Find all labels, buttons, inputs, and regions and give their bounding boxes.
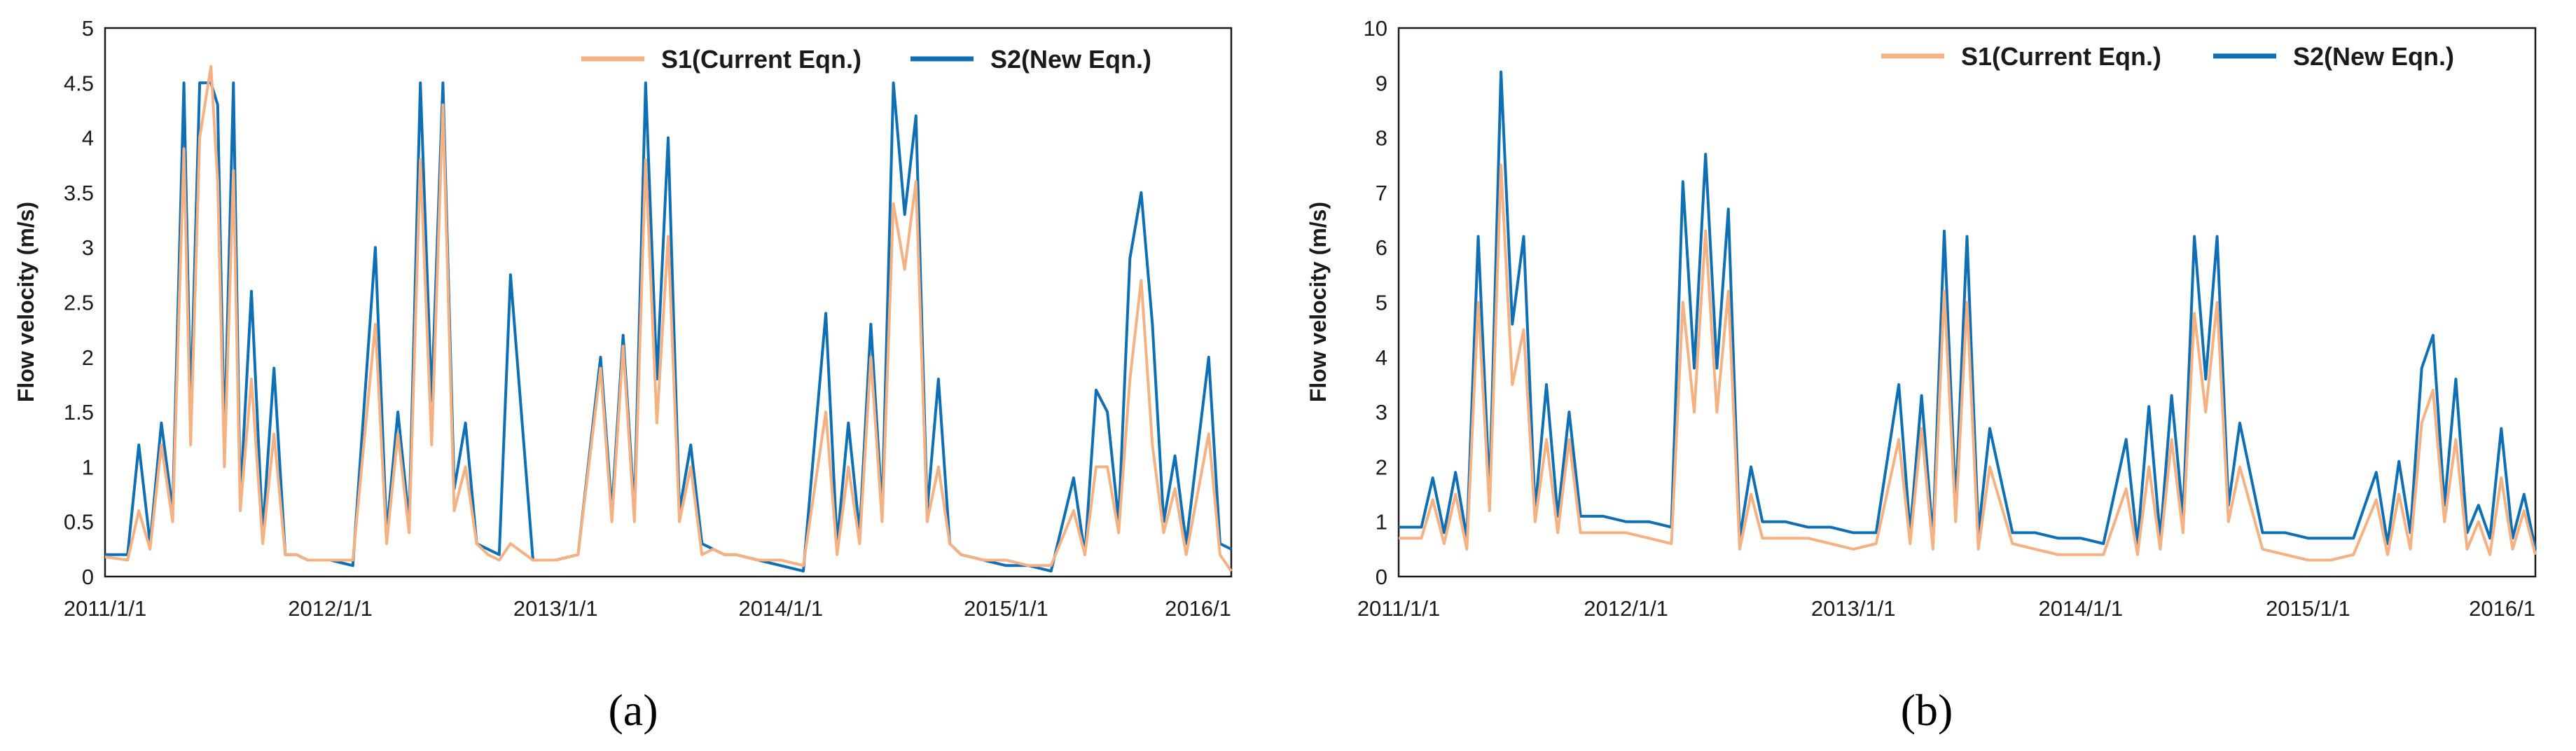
y-tick-label: 5: [1376, 291, 1387, 315]
y-tick-label: 1: [1376, 510, 1387, 535]
chart-a: 00.511.522.533.544.55 2011/1/1 2012/1/1 20…: [13, 16, 1233, 735]
y-tick-labels-b: 0 1 2 3 4 5 6 7 8 9 10: [1364, 16, 1387, 589]
y-tick-label: 5: [82, 16, 94, 41]
panel-label-b: (b): [1901, 685, 1953, 735]
s1-series-line: [1399, 163, 2537, 562]
plot-area-a: [104, 27, 1233, 578]
y-tick-label: 6: [1376, 235, 1387, 260]
y-axis-title-a: Flow velocity (m/s): [13, 202, 39, 402]
x-tick-label: 2016/1: [1165, 596, 1231, 621]
x-tick-label: 2015/1/1: [2266, 596, 2350, 621]
y-tick-label: 4: [82, 126, 94, 151]
legend-label-s2-a: S2(New Eqn.): [990, 45, 1151, 74]
legend-label-s2-b: S2(New Eqn.): [2293, 42, 2454, 71]
y-tick-label: 4: [1376, 345, 1387, 370]
y-tick-label: 7: [1376, 181, 1387, 205]
x-tick-label: 2011/1/1: [64, 596, 146, 621]
y-tick-label: 3: [82, 235, 94, 260]
y-axis-title-b: Flow velocity (m/s): [1306, 202, 1331, 402]
x-tick-labels-b: 2011/1/1 2012/1/1 2013/1/1 2014/1/1 2015/1/1…: [1357, 596, 2535, 621]
x-tick-label: 2011/1/1: [1357, 596, 1440, 621]
y-tick-label: 2.5: [64, 291, 94, 315]
x-tick-labels-a: 2011/1/1 2012/1/1 2013/1/1 2014/1/1 2015/1/1…: [64, 596, 1231, 621]
y-tick-labels-a: 0 0.5 1 1.5 2 2.5 3 3.5 4 4.5 5: [64, 16, 94, 589]
y-tick-label: 10: [1364, 16, 1387, 41]
x-tick-label: 2013/1/1: [513, 596, 598, 621]
s2-series-line: [105, 81, 1232, 573]
y-tick-label: 9: [1376, 71, 1387, 95]
y-tick-label: 1: [82, 455, 94, 479]
panel-label-a: (a): [608, 685, 658, 735]
y-tick-label: 8: [1376, 126, 1387, 151]
y-tick-label: 0.5: [64, 510, 94, 535]
y-tick-label: 1.5: [64, 400, 94, 425]
y-tick-label: 2: [82, 345, 94, 370]
legend-a: S1(Current Eqn.) S2(New Eqn.): [581, 45, 1151, 74]
x-tick-label: 2015/1/1: [964, 596, 1048, 621]
legend-b: S1(Current Eqn.) S2(New Eqn.): [1881, 42, 2454, 71]
x-tick-label: 2012/1/1: [288, 596, 373, 621]
x-tick-label: 2014/1/1: [738, 596, 823, 621]
x-tick-label: 2014/1/1: [2038, 596, 2123, 621]
x-tick-label: 2013/1/1: [1811, 596, 1896, 621]
y-tick-label: 3: [1376, 400, 1387, 425]
y-tick-label: 0: [1376, 565, 1387, 589]
x-tick-label: 2012/1/1: [1584, 596, 1668, 621]
y-tick-label: 0: [82, 565, 94, 589]
s2-series-line: [1399, 70, 2537, 550]
legend-label-s1-a: S1(Current Eqn.): [661, 45, 861, 74]
y-tick-label: 3.5: [64, 181, 94, 205]
y-tick-label: 4.5: [64, 71, 94, 95]
series-lines-a: [104, 64, 1233, 573]
x-tick-label: 2016/1: [2469, 596, 2535, 621]
y-tick-label: 2: [1376, 455, 1387, 479]
plot-area-b: [1397, 27, 2537, 578]
legend-label-s1-b: S1(Current Eqn.): [1961, 42, 2161, 71]
s1-series-line: [104, 64, 1233, 572]
series-lines-b: [1399, 70, 2537, 562]
